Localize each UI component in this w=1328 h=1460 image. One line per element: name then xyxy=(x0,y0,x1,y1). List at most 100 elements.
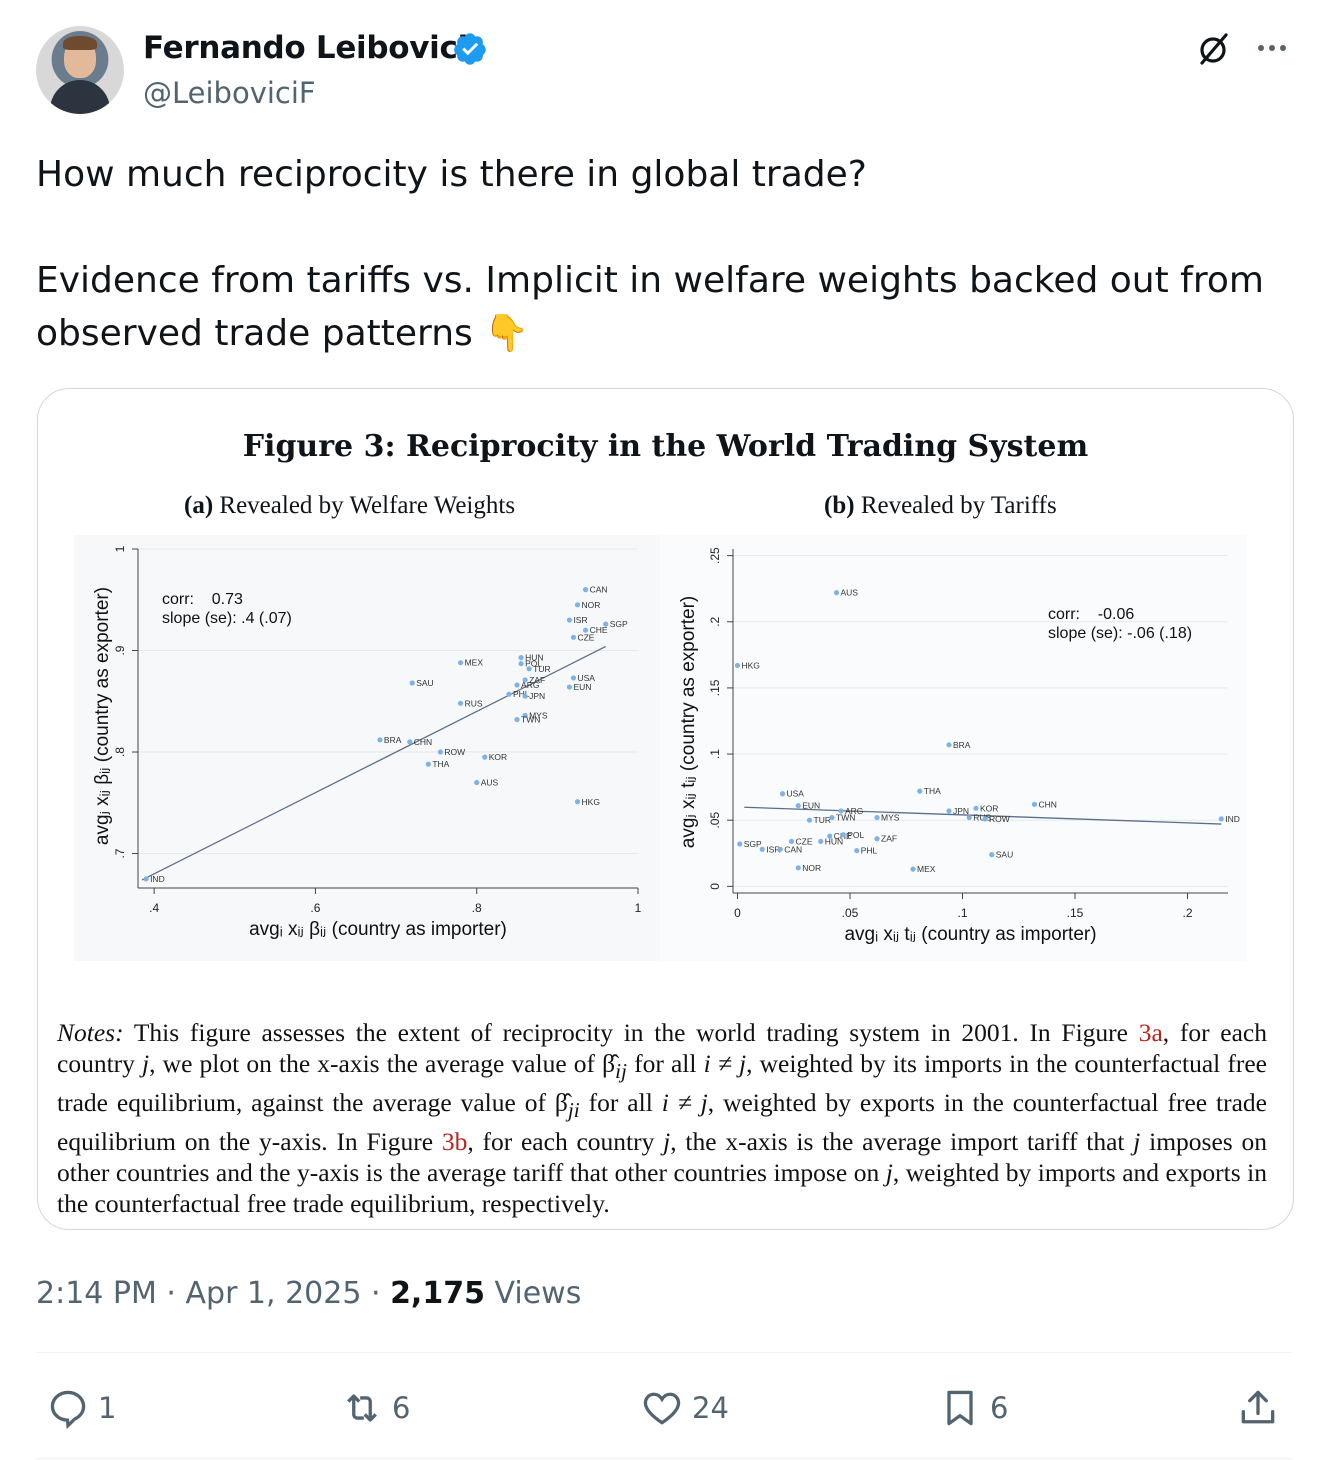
point-label: JPN xyxy=(953,806,969,816)
data-point xyxy=(795,865,801,871)
x-tick-label: .2 xyxy=(1182,906,1192,920)
data-point xyxy=(482,754,488,760)
more-icon[interactable] xyxy=(1254,33,1290,63)
grok-icon[interactable] xyxy=(1194,30,1232,68)
chart-annotation: corr: -0.06 xyxy=(1048,606,1134,623)
data-point xyxy=(582,627,589,633)
repost-icon xyxy=(347,1394,377,1422)
point-label: KOR xyxy=(489,752,507,762)
y-tick-label: .05 xyxy=(708,812,722,829)
point-label: CHE xyxy=(590,625,608,635)
data-point xyxy=(874,836,880,842)
point-label: EUN xyxy=(802,801,820,811)
data-point xyxy=(833,590,840,596)
repost-button[interactable]: 6 xyxy=(340,1383,410,1433)
y-tick-label: 1 xyxy=(113,545,127,552)
y-tick-label: .1 xyxy=(708,749,722,759)
chart-annotation: slope (se): .4 (.07) xyxy=(162,610,292,627)
repost-count: 6 xyxy=(392,1391,411,1425)
point-label: BRA xyxy=(953,740,971,750)
point-label: CHN xyxy=(414,737,432,747)
x-tick-label: .6 xyxy=(310,901,320,915)
data-point xyxy=(818,838,824,844)
x-axis-label: avgᵢ xᵢⱼ βᵢⱼ (country as importer) xyxy=(249,919,507,940)
point-label: AUS xyxy=(481,777,499,787)
data-point xyxy=(518,655,524,661)
reply-button[interactable]: 1 xyxy=(46,1383,116,1433)
point-label: ROW xyxy=(444,747,465,757)
point-label: TUR xyxy=(814,815,831,825)
like-button[interactable]: 24 xyxy=(640,1383,729,1433)
point-label: CZE xyxy=(796,836,813,846)
point-label: CZE xyxy=(577,632,594,642)
data-point xyxy=(514,682,520,688)
y-axis-label: avgⱼ xᵢⱼ tᵢⱼ (country as exporter) xyxy=(678,596,699,848)
point-label: MYS xyxy=(529,710,548,720)
point-label: TWN xyxy=(521,715,540,725)
data-point xyxy=(574,602,581,608)
point-label: SAU xyxy=(416,678,433,688)
reply-count: 1 xyxy=(98,1391,117,1425)
data-point xyxy=(982,816,988,822)
data-point xyxy=(566,684,573,690)
data-point xyxy=(806,817,813,823)
point-label: ZAF xyxy=(881,834,897,844)
tweet-meta: 2:14 PM · Apr 1, 2025 · 2,175 Views xyxy=(36,1276,582,1311)
plot-background xyxy=(660,535,1246,961)
data-point xyxy=(570,634,577,640)
tweet-text: How much reciprocity is there in global … xyxy=(36,154,1264,354)
bookmark-button[interactable]: 6 xyxy=(938,1383,1008,1433)
data-point xyxy=(777,846,783,852)
point-label: ARG xyxy=(521,680,539,690)
data-point xyxy=(457,700,464,706)
point-label: TWN xyxy=(836,813,855,823)
point-label: CAN xyxy=(590,585,608,595)
verified-badge-icon xyxy=(454,33,486,65)
point-label: RUS xyxy=(973,813,991,823)
point-label: RUS xyxy=(465,698,483,708)
bookmark-icon xyxy=(947,1390,973,1426)
views-count: 2,175 xyxy=(390,1276,485,1311)
plot-background xyxy=(74,535,660,961)
data-point xyxy=(570,675,577,681)
data-point xyxy=(518,661,524,667)
y-tick-label: .7 xyxy=(113,848,127,858)
x-tick-label: 0 xyxy=(734,906,741,920)
data-point xyxy=(759,846,765,852)
author-handle[interactable]: @LeiboviciF xyxy=(143,76,316,110)
point-label: HKG xyxy=(582,797,600,807)
x-axis-label: avgᵢ xᵢⱼ tᵢⱼ (country as importer) xyxy=(844,924,1096,945)
data-point xyxy=(522,677,528,683)
figure-notes: Notes: This figure assesses the extent o… xyxy=(57,1018,1268,1219)
point-label: SGP xyxy=(744,839,762,849)
x-tick-label: .05 xyxy=(842,906,859,920)
author-name[interactable]: Fernando Leibovici xyxy=(143,30,468,66)
point-label: IND xyxy=(1225,814,1240,824)
share-button[interactable] xyxy=(1236,1383,1288,1433)
point-label: MYS xyxy=(881,813,900,823)
point-label: SGP xyxy=(610,619,628,629)
point-label: CAN xyxy=(784,844,802,854)
tweet-media[interactable]: Figure 3: Reciprocity in the World Tradi… xyxy=(37,388,1294,1230)
tweet-date[interactable]: Apr 1, 2025 xyxy=(185,1276,362,1311)
data-point xyxy=(917,788,923,794)
point-label: NOR xyxy=(582,600,601,610)
data-point xyxy=(910,866,916,872)
divider xyxy=(36,1352,1292,1353)
data-point xyxy=(827,833,833,839)
y-tick-label: 0 xyxy=(708,883,722,890)
figure-charts: .7 .8 .9 1 .4 .6 .8 1 avgᵢ xᵢⱼ βᵢⱼ (country as i… xyxy=(74,535,1246,961)
data-point xyxy=(407,739,413,745)
data-point xyxy=(377,737,383,743)
data-point xyxy=(973,805,979,811)
data-point xyxy=(840,832,846,838)
avatar[interactable] xyxy=(36,26,124,114)
data-point xyxy=(854,848,860,854)
point-label: USA xyxy=(577,673,595,683)
x-tick-label: .1 xyxy=(957,906,967,920)
data-point xyxy=(582,587,589,593)
data-point xyxy=(1218,816,1224,822)
data-point xyxy=(506,691,512,697)
tweet-time[interactable]: 2:14 PM xyxy=(36,1276,157,1311)
fit-line xyxy=(744,806,1222,825)
